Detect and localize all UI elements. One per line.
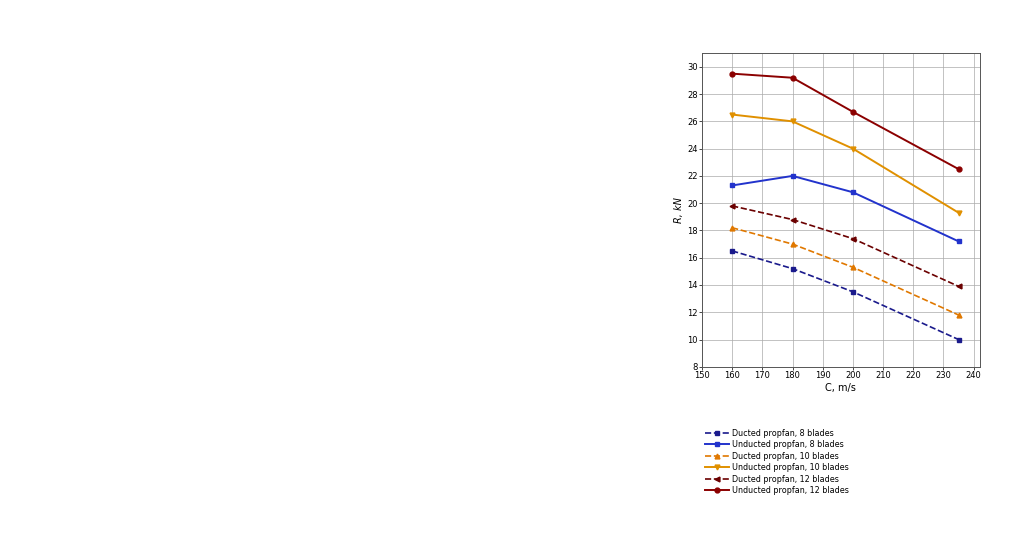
Ducted propfan, 12 blades xyxy=(846,235,858,242)
Line: Ducted propfan, 8 blades: Ducted propfan, 8 blades xyxy=(729,249,961,342)
Unducted propfan, 8 blades xyxy=(846,189,858,195)
X-axis label: C, m/s: C, m/s xyxy=(825,382,856,393)
Y-axis label: R, kN: R, kN xyxy=(675,197,685,223)
Legend: Ducted propfan, 8 blades, Unducted propfan, 8 blades, Ducted propfan, 10 blades,: Ducted propfan, 8 blades, Unducted propf… xyxy=(703,427,850,497)
Ducted propfan, 8 blades xyxy=(787,265,799,272)
Unducted propfan, 10 blades xyxy=(787,118,799,125)
Ducted propfan, 10 blades xyxy=(787,241,799,248)
Unducted propfan, 12 blades xyxy=(952,166,965,172)
Line: Unducted propfan, 8 blades: Unducted propfan, 8 blades xyxy=(729,174,961,244)
Unducted propfan, 12 blades xyxy=(846,109,858,115)
Ducted propfan, 10 blades xyxy=(846,264,858,270)
Unducted propfan, 8 blades xyxy=(726,182,738,189)
Ducted propfan, 12 blades xyxy=(787,216,799,223)
Unducted propfan, 10 blades xyxy=(846,145,858,152)
Unducted propfan, 10 blades xyxy=(726,111,738,118)
Unducted propfan, 10 blades xyxy=(952,209,965,216)
Unducted propfan, 8 blades xyxy=(787,172,799,179)
Ducted propfan, 8 blades xyxy=(952,336,965,343)
Unducted propfan, 8 blades xyxy=(952,238,965,245)
Ducted propfan, 10 blades xyxy=(952,311,965,318)
Line: Ducted propfan, 12 blades: Ducted propfan, 12 blades xyxy=(729,203,961,289)
Ducted propfan, 8 blades xyxy=(726,248,738,254)
Ducted propfan, 12 blades xyxy=(726,203,738,209)
Line: Ducted propfan, 10 blades: Ducted propfan, 10 blades xyxy=(729,225,961,318)
Unducted propfan, 12 blades xyxy=(787,74,799,81)
Line: Unducted propfan, 10 blades: Unducted propfan, 10 blades xyxy=(729,112,961,215)
Ducted propfan, 8 blades xyxy=(846,288,858,295)
Ducted propfan, 10 blades xyxy=(726,225,738,231)
Unducted propfan, 12 blades xyxy=(726,71,738,77)
Ducted propfan, 12 blades xyxy=(952,283,965,290)
Line: Unducted propfan, 12 blades: Unducted propfan, 12 blades xyxy=(729,71,961,171)
